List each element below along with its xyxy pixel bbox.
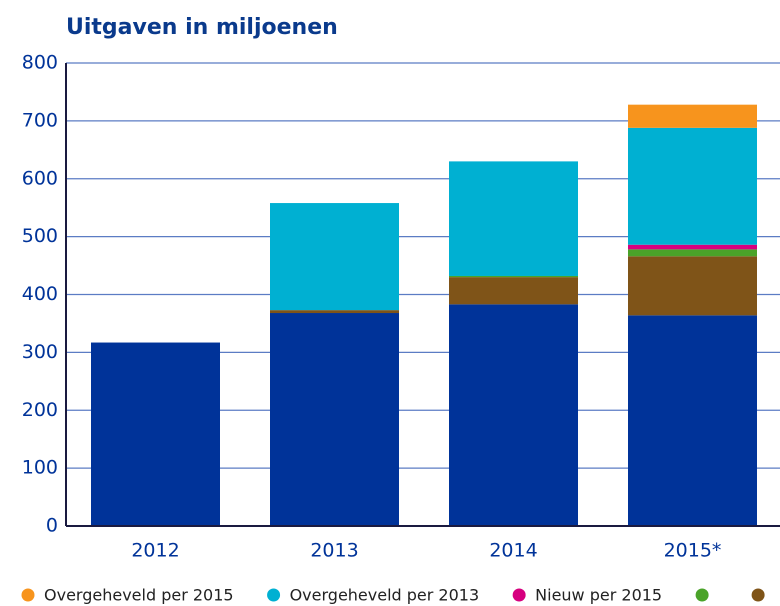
y-tick-label: 700 <box>22 109 58 131</box>
bar-segment <box>628 249 757 257</box>
bar-segment <box>91 342 220 526</box>
y-tick-label: 600 <box>22 167 58 189</box>
bar-segment <box>628 127 757 245</box>
x-tick-label: 2015* <box>664 540 722 562</box>
y-tick-label: 500 <box>22 225 58 247</box>
x-tick-label: 2014 <box>489 540 537 562</box>
bar-segment <box>449 304 578 526</box>
legend-swatch <box>267 588 281 602</box>
legend-label: Overgeheveld per 2013 <box>290 586 480 605</box>
y-tick-label: 300 <box>22 341 58 363</box>
x-tick-label: 2013 <box>310 540 358 562</box>
bar-segment <box>270 310 399 314</box>
x-tick-label: 2012 <box>131 540 179 562</box>
y-tick-label: 800 <box>22 52 58 74</box>
bar-segment <box>270 313 399 526</box>
bar-segment <box>628 256 757 316</box>
y-tick-label: 0 <box>46 515 58 537</box>
legend-swatch <box>695 588 709 602</box>
legend-swatch <box>21 588 35 602</box>
bar-segment <box>449 161 578 276</box>
y-tick-label: 100 <box>22 457 58 479</box>
bar-segment <box>449 277 578 305</box>
bar-segment <box>628 104 757 128</box>
bar-segment <box>270 203 399 311</box>
legend-label: Nieuw per 2015 <box>535 586 662 605</box>
chart-title: Uitgaven in miljoenen <box>66 15 338 40</box>
legend-swatch <box>751 588 765 602</box>
bar-segment <box>628 315 757 526</box>
y-tick-label: 200 <box>22 399 58 421</box>
bar-segment <box>449 275 578 278</box>
legend-swatch <box>512 588 526 602</box>
bar-segment <box>628 244 757 250</box>
y-tick-label: 400 <box>22 283 58 305</box>
legend-label: Overgeheveld per 2015 <box>44 586 234 605</box>
